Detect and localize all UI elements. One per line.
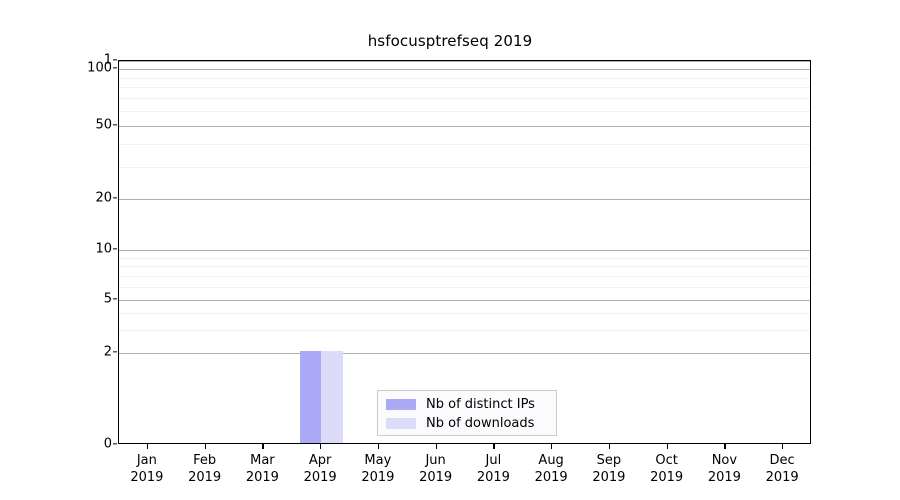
y-tick-mark — [113, 59, 117, 61]
x-tick-label-month: Aug — [538, 453, 564, 468]
y-tick-label: 20 — [95, 190, 112, 206]
y-tick-label: 5 — [103, 291, 112, 307]
x-tick-mark — [608, 444, 611, 449]
y-tick-label: 10 — [95, 241, 112, 257]
legend-item[interactable]: Nb of distinct IPs — [386, 396, 548, 413]
y-tick-label: 1 — [103, 52, 112, 68]
x-tick-label: Dec 2019 — [747, 452, 817, 486]
x-tick-label-year: 2019 — [188, 470, 222, 485]
y-tick-label: 0 — [103, 436, 112, 452]
x-tick-label-year: 2019 — [419, 470, 453, 485]
legend-swatch-icon — [386, 399, 416, 410]
y-tick-mark — [113, 124, 117, 126]
gridline-major — [119, 353, 810, 354]
gridline-minor — [119, 98, 810, 100]
x-tick-label-month: Feb — [193, 453, 217, 468]
y-tick-mark — [113, 67, 117, 69]
x-tick-mark — [320, 444, 322, 449]
x-tick-label: Jan 2019 — [112, 452, 182, 486]
x-tick-label-month: Sep — [596, 453, 622, 468]
gridline-minor — [119, 87, 810, 89]
y-tick-mark — [113, 443, 117, 445]
legend-label: Nb of downloads — [426, 416, 535, 431]
x-tick-label: Jun 2019 — [401, 452, 471, 486]
x-tick-label-year: 2019 — [592, 470, 626, 485]
gridline-minor — [119, 312, 810, 314]
legend-swatch-icon — [386, 418, 416, 429]
y-tick-mark — [113, 298, 117, 300]
x-tick-label-year: 2019 — [650, 470, 684, 485]
x-tick-label: May 2019 — [343, 452, 413, 486]
bar — [299, 351, 322, 443]
x-tick-label: Jul 2019 — [458, 452, 528, 486]
gridline-minor — [119, 329, 810, 331]
x-tick-label: Apr 2019 — [285, 452, 355, 486]
x-tick-label-year: 2019 — [534, 470, 568, 485]
x-tick-mark — [493, 444, 495, 449]
x-tick-mark — [782, 444, 784, 449]
gridline-minor — [119, 266, 810, 268]
y-tick-mark — [113, 197, 117, 199]
y-tick-mark — [113, 248, 117, 250]
x-tick-mark — [666, 444, 668, 449]
x-tick-label-year: 2019 — [245, 470, 279, 485]
x-tick-label-month: Apr — [308, 453, 332, 468]
x-tick-label-month: Mar — [250, 453, 275, 468]
plot-area — [118, 60, 811, 444]
y-tick-label: 2 — [103, 344, 112, 360]
bar — [321, 351, 343, 443]
x-tick-mark — [377, 444, 380, 449]
x-tick-label-year: 2019 — [303, 470, 337, 485]
gridline-minor — [119, 275, 810, 277]
y-tick-label: 100 — [87, 60, 112, 76]
x-tick-mark — [204, 444, 206, 449]
legend-label: Nb of distinct IPs — [426, 397, 535, 412]
x-tick-mark — [551, 444, 553, 449]
gridline-major — [119, 61, 810, 62]
x-tick-label-year: 2019 — [707, 470, 741, 485]
x-tick-label-month: Nov — [711, 453, 738, 468]
gridline-minor — [119, 166, 810, 168]
legend-item[interactable]: Nb of downloads — [386, 415, 548, 432]
x-tick-label: Mar 2019 — [227, 452, 297, 486]
gridline-major — [119, 250, 810, 251]
x-tick-label: Aug 2019 — [516, 452, 586, 486]
x-axis-tick-labels: Jan 2019 Feb 2019 Mar 2019 Apr 2019 May 2019 Jun 20… — [118, 452, 811, 494]
x-tick-label-year: 2019 — [765, 470, 799, 485]
gridline-minor — [119, 257, 810, 259]
x-tick-mark — [435, 444, 437, 449]
gridline-minor — [119, 77, 810, 79]
gridline-minor — [119, 111, 810, 112]
x-tick-label-month: Jun — [425, 453, 446, 468]
x-tick-label-year: 2019 — [361, 470, 395, 485]
gridline-major — [119, 199, 810, 200]
x-tick-label-month: Dec — [769, 453, 795, 468]
x-axis-tick-marks — [118, 444, 811, 450]
x-tick-label-month: Jan — [136, 453, 157, 468]
gridline-minor — [119, 143, 810, 145]
x-tick-mark — [724, 444, 726, 449]
gridline-minor — [119, 286, 810, 288]
x-tick-label: Oct 2019 — [632, 452, 702, 486]
x-tick-mark — [262, 444, 264, 449]
x-tick-label-month: Oct — [655, 453, 678, 468]
chart-legend: Nb of distinct IPs Nb of downloads — [377, 390, 557, 436]
x-tick-label: Sep 2019 — [574, 452, 644, 486]
x-tick-label: Nov 2019 — [689, 452, 759, 486]
x-tick-label-month: Jul — [485, 453, 502, 468]
x-tick-label-month: May — [364, 453, 392, 468]
gridline-major — [119, 300, 810, 301]
y-tick-label: 50 — [95, 117, 112, 133]
gridline-major — [119, 69, 810, 70]
x-tick-label-year: 2019 — [476, 470, 510, 485]
y-axis-tick-labels: 0 1 2 5 10 20 50 100 — [64, 53, 112, 452]
x-tick-mark — [146, 444, 149, 449]
gridline-major — [119, 126, 810, 127]
y-tick-mark — [113, 351, 117, 353]
x-tick-label: Feb 2019 — [170, 452, 240, 486]
y-axis-tick-marks — [113, 59, 119, 445]
chart-title: hsfocusptrefseq 2019 — [367, 32, 533, 50]
x-tick-label-year: 2019 — [130, 470, 164, 485]
